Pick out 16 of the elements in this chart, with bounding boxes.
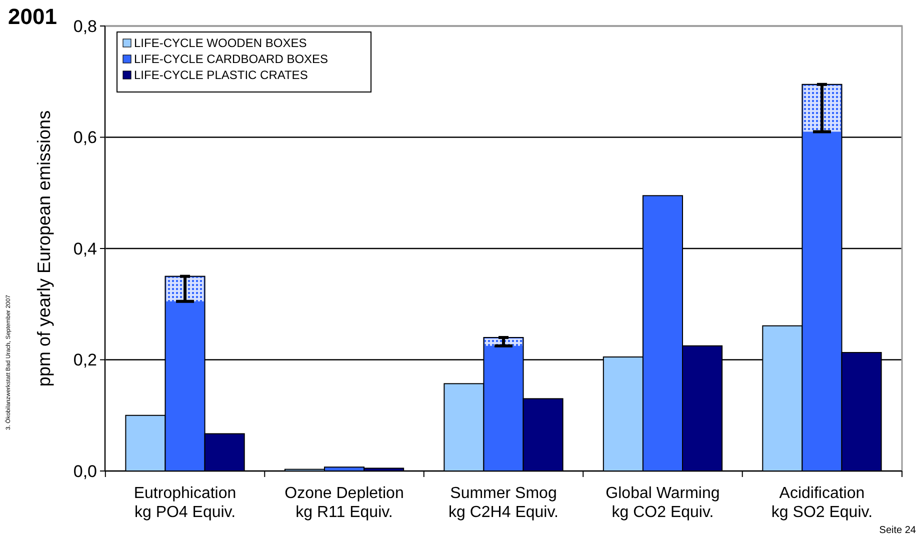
legend-label: LIFE-CYCLE PLASTIC CRATES (134, 68, 308, 82)
y-tick-label: 0,4 (73, 239, 97, 258)
x-tick-label: Ozone Depletion kg R11 Equiv. (284, 485, 404, 521)
y-tick-label: 0,8 (73, 16, 97, 36)
y-tick-label: 0,2 (73, 350, 97, 370)
x-tick-label: Global Warming kg CO2 Equiv. (606, 485, 720, 521)
y-tick-label: 0,6 (73, 128, 97, 148)
y-axis-title: ppm of yearly European emissions (34, 110, 54, 387)
text: Seite 24 (879, 525, 916, 536)
x-tick-label: Summer Smog kg C2H4 Equiv. (448, 485, 558, 521)
x-tick-label: Eutrophication kg PO4 Equiv. (134, 485, 236, 521)
chart-title: 2001 (8, 4, 57, 29)
legend-label: LIFE-CYCLE CARDBOARD BOXES (134, 52, 328, 66)
y-tick-label: 0,0 (73, 462, 97, 481)
x-tick-label: Acidification kg SO2 Equiv. (771, 485, 873, 521)
legend-label: LIFE-CYCLE WOODEN BOXES (134, 36, 307, 50)
